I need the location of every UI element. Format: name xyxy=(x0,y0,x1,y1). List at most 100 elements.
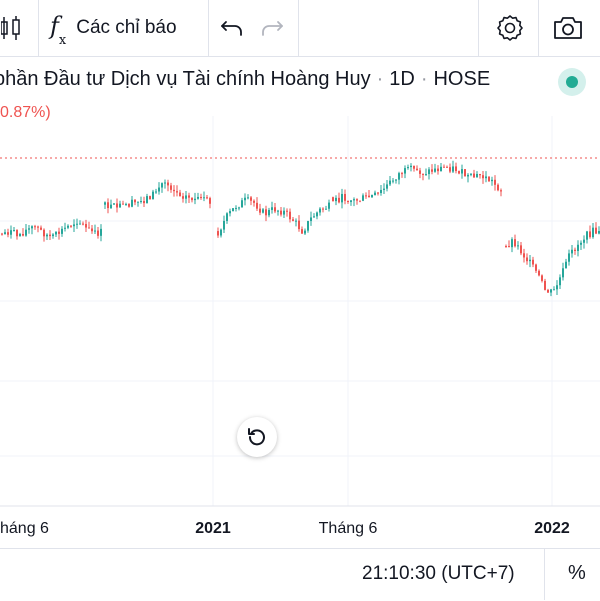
candle-body xyxy=(458,171,460,174)
candle-body xyxy=(268,209,270,216)
candle-body xyxy=(7,232,9,235)
candle-body xyxy=(286,210,288,212)
candle-body xyxy=(301,229,303,234)
candle-body xyxy=(229,211,231,214)
candle-body xyxy=(259,208,261,213)
candle-body xyxy=(398,173,400,180)
candle-body xyxy=(497,184,499,191)
percent-scale-toggle[interactable]: % xyxy=(568,562,586,584)
candle-body xyxy=(511,239,513,248)
candle-body xyxy=(52,234,54,237)
candle-body xyxy=(592,227,594,238)
candle-body xyxy=(577,244,579,251)
candle-body xyxy=(16,230,18,237)
candle-body xyxy=(523,253,525,258)
candle-body xyxy=(232,208,234,212)
redo-button[interactable] xyxy=(254,8,290,48)
clock-timezone[interactable]: 21:10:30 (UTC+7) xyxy=(362,563,515,584)
candle-body xyxy=(197,196,199,199)
candle-body xyxy=(574,249,576,251)
candle-body xyxy=(209,198,211,204)
candle-body xyxy=(307,221,309,231)
candle-body xyxy=(256,202,258,209)
screenshot-button[interactable] xyxy=(548,8,588,48)
candle-body xyxy=(179,192,181,197)
candle-body xyxy=(313,216,315,218)
candle-body xyxy=(344,193,346,201)
candle-body xyxy=(353,199,355,201)
candle-body xyxy=(10,230,12,235)
candle-body xyxy=(455,166,457,172)
chart-type-button[interactable] xyxy=(0,8,26,48)
candle-body xyxy=(131,199,133,207)
candle-body xyxy=(191,197,193,201)
candle-body xyxy=(583,239,585,243)
candle-body xyxy=(494,179,496,185)
fx-icon: fx xyxy=(50,12,67,48)
indicators-button[interactable]: fx Các chỉ báo xyxy=(50,8,200,48)
candle-body xyxy=(226,213,228,221)
candle-body xyxy=(110,204,112,209)
candle-body xyxy=(116,203,118,208)
candle-body xyxy=(97,230,99,236)
candle-body xyxy=(362,195,364,201)
x-axis-label: háng 6 xyxy=(0,520,49,537)
candle-body xyxy=(341,193,343,203)
candle-body xyxy=(43,229,45,237)
candle-body xyxy=(104,202,106,205)
candle-body xyxy=(580,242,582,245)
candle-body xyxy=(289,211,291,220)
candle-body xyxy=(223,220,225,230)
candle-body xyxy=(446,166,448,168)
reset-chart-button[interactable] xyxy=(237,417,277,457)
candle-body xyxy=(368,195,370,198)
candle-body xyxy=(526,257,528,262)
candle-body xyxy=(161,183,163,188)
candle-body xyxy=(325,208,327,210)
candle-body xyxy=(365,195,367,197)
candle-body xyxy=(440,166,442,172)
candle-body xyxy=(500,190,502,192)
settings-button[interactable] xyxy=(490,8,530,48)
reset-icon xyxy=(248,428,265,446)
candle-body xyxy=(598,230,600,234)
candle-body xyxy=(332,197,334,202)
bottom-bar xyxy=(0,548,600,601)
candle-body xyxy=(461,169,463,174)
candle-body xyxy=(470,173,472,175)
candle-body xyxy=(535,264,537,271)
candle-body xyxy=(505,245,507,247)
candle-body xyxy=(37,226,39,228)
candle-body xyxy=(371,194,373,198)
candle-body xyxy=(28,228,30,230)
candle-body xyxy=(76,223,78,225)
candle-body xyxy=(167,182,169,186)
candle-body xyxy=(271,207,273,210)
undo-button[interactable] xyxy=(214,8,250,48)
candle-body xyxy=(508,246,510,248)
candle-body xyxy=(146,196,148,204)
candle-body xyxy=(247,197,249,199)
candle-body xyxy=(586,231,588,240)
candle-body xyxy=(464,169,466,177)
candle-body xyxy=(449,167,451,172)
candle-body xyxy=(140,201,142,203)
candle-body xyxy=(277,210,279,212)
price-chart[interactable]: háng 6 2021 Tháng 6 2022 xyxy=(0,56,600,548)
candle-body xyxy=(200,196,202,199)
candle-body xyxy=(164,182,166,184)
candle-body xyxy=(538,270,540,276)
candle-body xyxy=(425,174,427,176)
candle-body xyxy=(413,165,415,169)
candle-body xyxy=(335,197,337,202)
candle-body xyxy=(262,209,264,213)
x-axis-label: 2022 xyxy=(534,520,570,537)
candle-body xyxy=(206,197,208,199)
candle-body xyxy=(283,210,285,215)
candlestick-icon xyxy=(1,16,20,40)
x-axis-label: Tháng 6 xyxy=(319,520,378,537)
candle-body xyxy=(46,234,48,237)
x-axis-label: 2021 xyxy=(195,520,231,537)
candle-body xyxy=(170,185,172,190)
candle-body xyxy=(328,202,330,209)
